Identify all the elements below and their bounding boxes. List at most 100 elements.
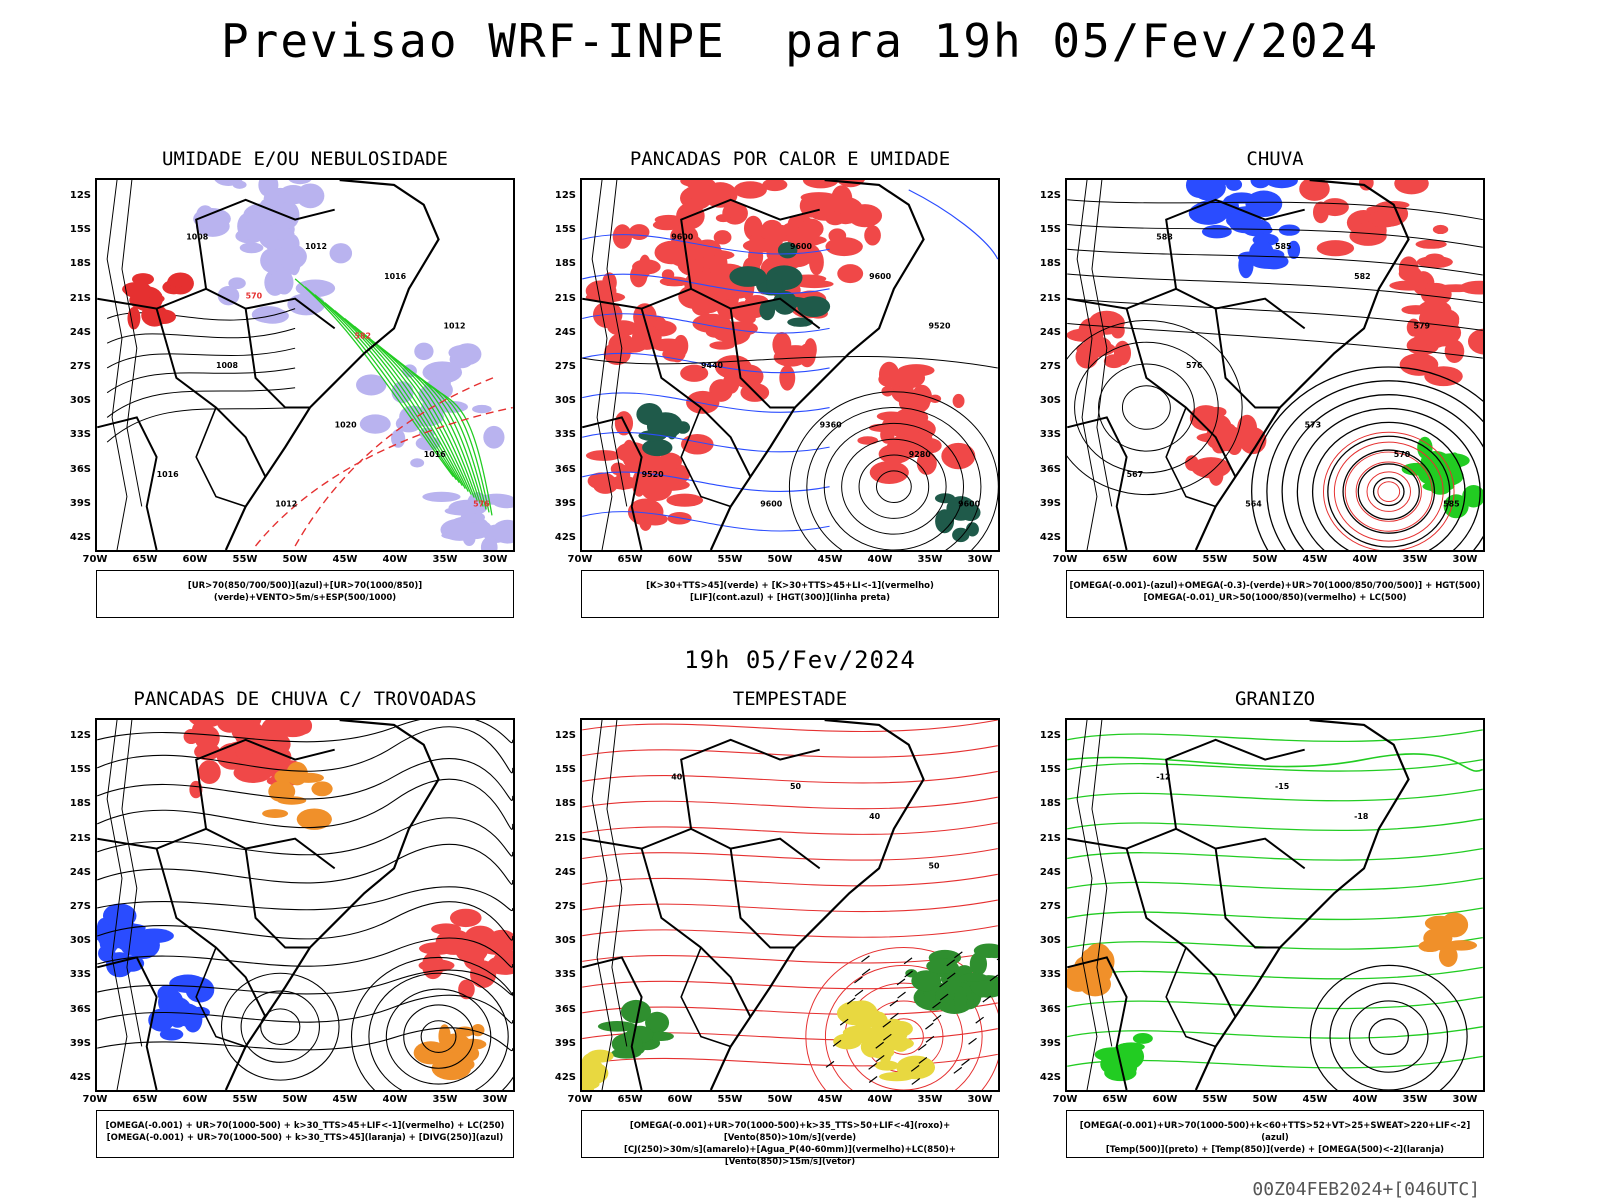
- lat-tick-label: 33S: [1039, 969, 1061, 981]
- lon-tick-label: 70W: [1052, 554, 1078, 565]
- panel-legend-6: [OMEGA(-0.001)+UR>70(1000-500)+k<60+TTS>…: [1066, 1110, 1484, 1158]
- lat-tick-label: 12S: [1039, 190, 1061, 201]
- lat-tick-label: 36S: [69, 463, 91, 475]
- lon-tick-label: 60W: [1152, 1094, 1178, 1105]
- panel-title-6: GRANIZO: [1234, 688, 1316, 710]
- contour-label: 582: [354, 331, 371, 340]
- lon-tick-label: 30W: [1452, 554, 1478, 565]
- lon-tick-label: 70W: [82, 554, 108, 565]
- lat-tick-label: 30S: [69, 935, 91, 947]
- lat-tick-label: 42S: [554, 1072, 576, 1083]
- lon-tick-label: 55W: [1202, 554, 1228, 565]
- legend-line: [OMEGA(-0.001)+UR>70(1000-500)+k<60+TTS>…: [1079, 1121, 1471, 1143]
- contour-label: 9520: [642, 470, 665, 479]
- lon-tick-label: 70W: [1052, 1094, 1078, 1105]
- forecast-map-1: 1008 1012 1016 1012 1008 1020 1016 1016 1012 576 5…: [95, 178, 515, 552]
- lat-tick-label: 18S: [554, 798, 576, 810]
- lat-tick-label: 24S: [69, 866, 91, 878]
- contour-label: 1016: [424, 450, 447, 459]
- legend-line: [OMEGA(-0.001) + UR>70(1000-500) + k>30_…: [105, 1121, 505, 1131]
- lon-tick-label: 60W: [182, 1094, 208, 1105]
- lat-tick-label: 27S: [69, 901, 91, 912]
- lon-tick-label: 60W: [667, 1094, 693, 1105]
- lat-tick-label: 42S: [1039, 1072, 1061, 1083]
- legend-line: [CJ(250)>30m/s](amarelo)+[Agua_P(40-60mm…: [623, 1145, 957, 1167]
- panel-legend-4: [OMEGA(-0.001) + UR>70(1000-500) + k>30_…: [96, 1110, 514, 1158]
- lat-tick-label: 24S: [1039, 326, 1061, 338]
- forecast-time-label: 19h 05/Fev/2024: [684, 646, 916, 674]
- lon-tick-label: 70W: [567, 554, 593, 565]
- lat-tick-label: 27S: [1039, 901, 1061, 912]
- lon-tick-label: 40W: [382, 554, 408, 565]
- lon-tick-label: 40W: [382, 1094, 408, 1105]
- lat-tick-label: 33S: [554, 429, 576, 441]
- lat-tick-label: 18S: [1039, 798, 1061, 810]
- lon-tick-label: 60W: [667, 554, 693, 565]
- panel-legend-2: [K>30+TTS>45](verde) + [K>30+TTS>45+LI<-…: [581, 570, 999, 618]
- contour-label: -18: [1354, 812, 1369, 821]
- lon-tick-label: 30W: [482, 554, 508, 565]
- lat-tick-label: 24S: [69, 326, 91, 338]
- lon-tick-label: 50W: [1252, 1094, 1278, 1105]
- forecast-map-3: 588 585 582 579 576 573 570 567 564 585: [1065, 178, 1485, 552]
- lat-tick-label: 36S: [1039, 463, 1061, 475]
- lat-tick-label: 33S: [69, 429, 91, 441]
- lon-tick-label: 60W: [1152, 554, 1178, 565]
- legend-line: [OMEGA(-0.01)_UR>50(1000/850)(vermelho) …: [1143, 593, 1407, 603]
- lat-tick-label: 24S: [554, 326, 576, 338]
- lat-tick-label: 12S: [69, 190, 91, 201]
- contour-label: 570: [1394, 450, 1411, 459]
- contour-label: 576: [473, 499, 490, 508]
- lat-tick-label: 15S: [69, 764, 91, 776]
- lon-tick-label: 55W: [717, 1094, 743, 1105]
- lat-tick-label: 21S: [1039, 292, 1061, 304]
- contour-label: 9600: [760, 499, 783, 508]
- contour-label: 40: [869, 812, 881, 821]
- lat-tick-label: 33S: [69, 969, 91, 981]
- lon-tick-label: 35W: [432, 554, 458, 565]
- lat-tick-label: 39S: [1039, 497, 1061, 509]
- lat-tick-label: 30S: [554, 395, 576, 407]
- lon-tick-label: 45W: [817, 554, 843, 565]
- contour-label: -15: [1275, 782, 1289, 791]
- legend-line: [OMEGA(-0.001) + UR>70(1000-500) + k>30_…: [106, 1133, 504, 1143]
- legend-line: [Temp(500)](preto) + [Temp(850)](verde) …: [1105, 1145, 1445, 1155]
- lat-tick-label: 36S: [554, 1003, 576, 1015]
- lon-tick-label: 35W: [917, 1094, 943, 1105]
- lat-tick-label: 15S: [554, 764, 576, 776]
- contour-label: 9360: [820, 420, 843, 429]
- contour-label: 9600: [671, 232, 694, 241]
- lon-tick-label: 35W: [1402, 554, 1428, 565]
- lon-tick-label: 65W: [617, 554, 643, 565]
- lon-tick-label: 55W: [1202, 1094, 1228, 1105]
- lon-tick-label: 55W: [232, 554, 258, 565]
- lon-tick-label: 45W: [1302, 1094, 1328, 1105]
- contour-label: 564: [1245, 499, 1262, 508]
- forecast-map-6: -12 -15 -18: [1065, 718, 1485, 1092]
- lat-tick-label: 15S: [554, 224, 576, 236]
- lat-tick-label: 42S: [69, 532, 91, 543]
- lat-tick-label: 27S: [554, 361, 576, 372]
- contour-label: 1012: [275, 499, 297, 508]
- lat-tick-label: 12S: [69, 730, 91, 741]
- contour-label: 9600: [958, 499, 981, 508]
- contour-label: 570: [246, 292, 263, 301]
- contour-label: 567: [1127, 470, 1144, 479]
- contour-label: 1012: [305, 242, 327, 251]
- panel-title-1: UMIDADE E/OU NEBULOSIDADE: [162, 148, 448, 170]
- lon-tick-label: 50W: [1252, 554, 1278, 565]
- lon-tick-label: 35W: [1402, 1094, 1428, 1105]
- contour-label: 585: [1275, 242, 1292, 251]
- lon-tick-label: 50W: [282, 554, 308, 565]
- panel-title-5: TEMPESTADE: [732, 688, 848, 710]
- lon-tick-label: 65W: [1102, 1094, 1128, 1105]
- lat-tick-label: 33S: [554, 969, 576, 981]
- lon-tick-label: 40W: [1352, 554, 1378, 565]
- contour-label: 40: [671, 772, 683, 781]
- legend-line: [OMEGA(-0.001)+UR>70(1000-500)+k>35_TTS>…: [629, 1121, 951, 1143]
- contour-label: 50: [929, 861, 941, 870]
- contour-label: -12: [1156, 772, 1170, 781]
- contour-label: 50: [790, 782, 802, 791]
- contour-label: 1016: [157, 470, 180, 479]
- lon-tick-label: 40W: [867, 554, 893, 565]
